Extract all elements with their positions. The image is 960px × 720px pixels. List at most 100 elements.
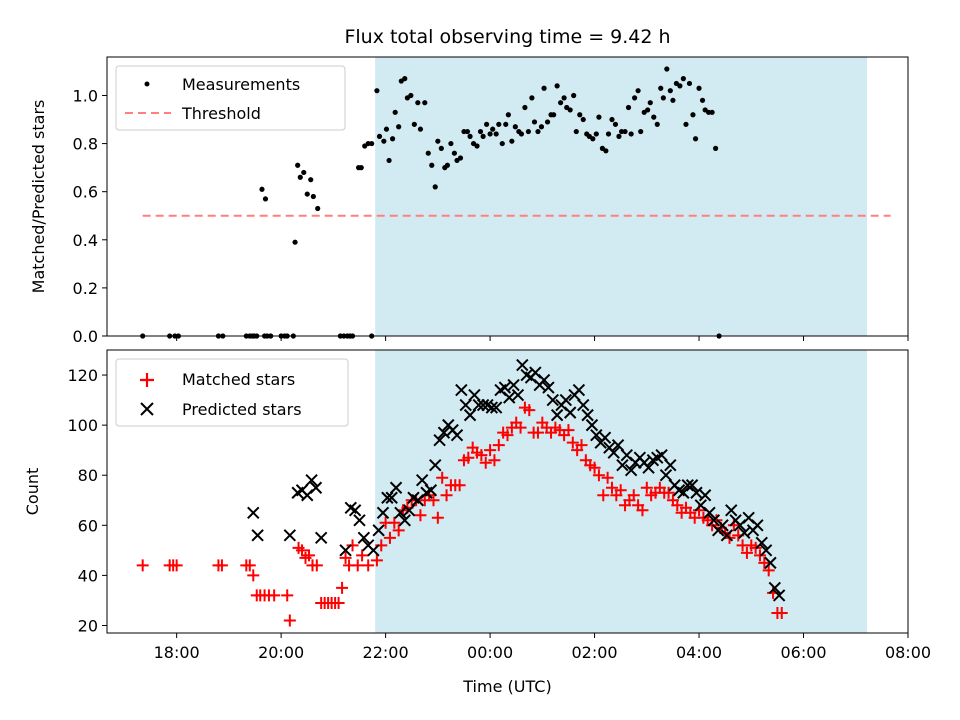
top-chart-title: Flux total observing time = 9.42 h — [344, 26, 670, 48]
matched-star-point — [762, 564, 775, 577]
measurement-point — [376, 133, 383, 139]
predicted-star-point — [394, 506, 407, 519]
measurement-point — [408, 92, 414, 99]
predicted-star-point — [707, 514, 721, 527]
predicted-star-point — [314, 531, 328, 545]
measurement-point — [301, 169, 307, 176]
measurement-point — [647, 100, 653, 106]
predicted-star-point — [251, 529, 264, 542]
bottom-x-ticks: 18:00 20:00 22:00 00:00 02:00 04:00 06:00 08:00 — [154, 633, 931, 662]
measurement-point — [625, 104, 632, 111]
predicted-star-point — [590, 428, 603, 442]
matched-star-point — [247, 569, 260, 582]
matched-star-point — [566, 436, 579, 449]
predicted-star-point — [376, 506, 390, 519]
predicted-star-point — [607, 446, 620, 459]
matched-star-point — [662, 486, 675, 499]
legend-predicted-label: Predicted stars — [182, 400, 302, 419]
matched-star-point — [514, 421, 527, 434]
measurement-point — [577, 112, 583, 118]
matched-star-point — [749, 541, 762, 554]
measurement-point — [580, 116, 586, 123]
measurement-point — [392, 109, 398, 115]
measurement-point — [259, 186, 265, 192]
measurement-point — [522, 104, 528, 111]
predicted-star-point — [283, 529, 297, 542]
measurement-point — [457, 155, 464, 161]
predicted-star-point — [398, 514, 411, 527]
measurement-point — [297, 174, 303, 180]
matched-star-point — [492, 439, 505, 452]
matched-star-point — [339, 551, 352, 564]
measurement-point — [369, 140, 375, 147]
predicted-star-point — [581, 408, 594, 422]
bottom-panel: 20 40 60 80 100 120 18:00 20:00 22:00 00:00 02:00… — [23, 349, 931, 696]
measurement-point — [499, 140, 505, 147]
measurement-point — [415, 100, 421, 106]
predicted-star-point — [385, 491, 398, 504]
bottom-x-tick-label: 08:00 — [885, 643, 931, 662]
measurement-point — [531, 119, 538, 125]
measurement-point — [628, 131, 634, 137]
predicted-star-point — [703, 506, 716, 519]
measurement-point — [438, 145, 444, 151]
measurement-point — [660, 95, 666, 101]
predicted-star-point — [537, 373, 551, 387]
bottom-x-tick-label: 20:00 — [258, 643, 304, 662]
measurement-point — [484, 121, 490, 127]
bottom-x-tick-label: 18:00 — [154, 643, 200, 662]
measurement-point — [262, 196, 269, 202]
matched-star-point — [281, 589, 294, 602]
predicted-star-point — [485, 401, 499, 414]
measurement-point — [551, 112, 557, 118]
measurement-point — [389, 136, 396, 142]
predicted-star-point — [348, 504, 362, 517]
predicted-star-point — [372, 524, 385, 537]
matched-star-point — [605, 481, 618, 494]
bottom-y-tick-label: 120 — [67, 366, 98, 385]
matched-star-point — [351, 559, 364, 572]
measurement-point — [571, 92, 577, 99]
measurement-point — [683, 121, 689, 127]
measurement-point — [396, 124, 402, 130]
legend-measurements-marker — [144, 81, 150, 87]
measurement-point — [635, 88, 641, 94]
predicted-star-point — [433, 433, 446, 447]
bottom-y-tick-label: 80 — [78, 466, 98, 485]
bottom-y-ticks: 20 40 60 80 100 120 — [67, 366, 107, 635]
matched-star-point — [414, 509, 427, 522]
predicted-star-point — [585, 418, 599, 432]
matched-star-point — [475, 449, 488, 462]
matched-star-point — [310, 559, 323, 572]
bottom-y-tick-label: 40 — [78, 566, 98, 585]
measurement-point — [567, 107, 573, 113]
matched-star-point — [388, 516, 401, 529]
matched-star-point — [588, 461, 601, 474]
measurement-point — [402, 76, 408, 82]
measurement-point — [596, 114, 602, 120]
measurement-point — [467, 133, 473, 139]
predicted-star-point — [455, 383, 468, 397]
top-plot-frame — [106, 56, 909, 337]
matched-star-point — [758, 556, 771, 569]
matched-star-point — [268, 589, 281, 602]
measurement-point — [696, 85, 702, 91]
measurement-point — [573, 128, 579, 135]
matched-star-point — [640, 481, 653, 494]
measurement-point — [529, 95, 535, 101]
predicted-star-point — [415, 474, 429, 487]
bottom-x-tick-label: 02:00 — [572, 643, 618, 662]
predicted-star-point — [611, 438, 625, 452]
top-y-tick-label: 0.6 — [73, 183, 98, 202]
matched-star-point — [753, 549, 766, 562]
measurement-point — [680, 76, 686, 82]
predicted-star-point — [476, 398, 490, 412]
measurement-point — [386, 157, 392, 164]
legend-predicted-marker — [140, 402, 154, 416]
predicted-star-point — [389, 481, 403, 494]
bottom-x-tick-label: 04:00 — [676, 643, 722, 662]
measurement-point — [622, 128, 628, 135]
top-legend: Measurements Threshold — [115, 65, 346, 131]
predicted-star-point — [616, 458, 629, 472]
measurement-point — [496, 121, 502, 127]
